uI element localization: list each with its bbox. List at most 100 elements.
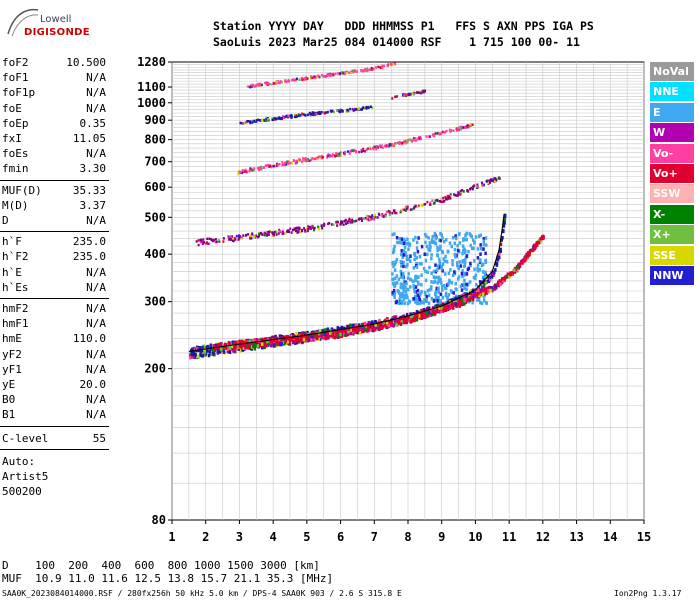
echo-mark bbox=[459, 193, 462, 196]
echo-mark bbox=[421, 308, 425, 313]
echo-mark bbox=[212, 238, 215, 242]
echo-mark bbox=[516, 265, 519, 269]
echo-mark bbox=[264, 164, 267, 167]
echo-mark bbox=[440, 306, 444, 310]
echo-mark bbox=[343, 71, 346, 75]
echo-mark bbox=[294, 78, 297, 82]
echo-mark bbox=[400, 319, 403, 324]
echo-spread-mark bbox=[445, 260, 449, 264]
echo-spread-mark bbox=[445, 295, 449, 300]
echo-mark bbox=[493, 177, 496, 180]
echo-mark bbox=[471, 123, 474, 126]
echo-mark bbox=[487, 181, 490, 184]
panel-divider bbox=[0, 231, 109, 233]
param-label: yF1 bbox=[2, 362, 22, 376]
echo-mark bbox=[365, 107, 368, 110]
echo-spread-mark bbox=[425, 244, 429, 249]
echo-mark bbox=[265, 234, 268, 237]
echo-spread-mark bbox=[402, 241, 406, 246]
echo-spread-mark bbox=[441, 269, 444, 273]
echo-mark bbox=[503, 217, 507, 221]
echo-spread-mark bbox=[471, 238, 475, 242]
echo-mark bbox=[251, 121, 254, 124]
echo-mark bbox=[320, 154, 323, 158]
echo-mark bbox=[208, 349, 212, 354]
echo-mark bbox=[328, 155, 331, 158]
param-value: N/A bbox=[86, 280, 106, 294]
echo-mark bbox=[378, 318, 381, 323]
echo-spread-mark bbox=[438, 261, 442, 266]
echo-mark bbox=[418, 314, 421, 318]
echo-spread-mark bbox=[426, 252, 429, 257]
param-row-fof1: foF1 N/A bbox=[2, 71, 108, 84]
param-row-hf: h`F 235.0 bbox=[2, 235, 108, 248]
echo-spread-mark bbox=[418, 297, 421, 302]
echo-spread-mark bbox=[472, 275, 476, 280]
param-value: N/A bbox=[86, 302, 106, 315]
echo-mark bbox=[417, 204, 420, 208]
echo-mark bbox=[447, 196, 450, 200]
echo-mark bbox=[315, 112, 318, 116]
echo-mark bbox=[347, 327, 350, 331]
echo-mark bbox=[360, 219, 363, 223]
x-tick-label: 2 bbox=[202, 530, 209, 544]
echo-mark bbox=[230, 238, 233, 241]
echo-mark bbox=[408, 315, 411, 320]
echo-mark bbox=[325, 74, 328, 78]
echo-mark bbox=[480, 181, 483, 185]
echo-spread-mark bbox=[412, 283, 415, 288]
echo-mark bbox=[308, 338, 311, 342]
echo-spread-mark bbox=[484, 259, 487, 263]
echo-mark bbox=[290, 231, 293, 234]
echo-spread-mark bbox=[428, 241, 432, 245]
x-axis-ticks: 1 2 3 4 5 6 7 8 9 10 11 12 13 14 15 bbox=[168, 520, 651, 544]
echo-mark bbox=[355, 219, 358, 223]
echo-mark bbox=[391, 97, 394, 100]
y-tick-label: 900 bbox=[144, 113, 166, 127]
echo-mark bbox=[272, 164, 275, 168]
echo-spread-mark bbox=[444, 286, 448, 291]
echo-mark bbox=[412, 138, 415, 142]
echo-mark bbox=[244, 121, 247, 124]
echo-spread-mark bbox=[430, 285, 433, 289]
echo-mark bbox=[381, 214, 384, 217]
echo-mark bbox=[307, 225, 310, 228]
muf-row: MUF 10.9 11.0 11.6 12.5 13.8 15.7 21.1 3… bbox=[2, 572, 334, 585]
echo-spread-mark bbox=[440, 281, 443, 285]
echo-mark bbox=[242, 234, 245, 237]
echo-mark bbox=[280, 230, 283, 233]
echo-mark bbox=[349, 221, 352, 224]
echo-mark bbox=[498, 279, 502, 283]
echo-mark bbox=[421, 315, 424, 319]
echo-mark bbox=[327, 222, 330, 226]
echo-mark bbox=[220, 345, 224, 350]
echo-spread-mark bbox=[442, 257, 445, 261]
echo-mark bbox=[264, 119, 267, 123]
echo-mark bbox=[339, 329, 342, 334]
param-row-foe: foE N/A bbox=[2, 102, 108, 115]
echo-mark bbox=[257, 82, 260, 86]
echo-mark bbox=[415, 318, 419, 322]
echo-spread-mark bbox=[408, 300, 412, 304]
echo-mark bbox=[222, 350, 226, 354]
echo-spread-mark bbox=[395, 235, 399, 240]
echo-mark bbox=[289, 227, 292, 230]
echo-mark bbox=[194, 353, 197, 358]
echo-mark bbox=[336, 335, 340, 340]
echo-mark bbox=[300, 76, 303, 80]
echo-mark bbox=[342, 223, 345, 226]
echo-mark bbox=[494, 179, 497, 183]
echo-spread-mark bbox=[416, 249, 420, 254]
echo-mark bbox=[422, 90, 425, 94]
echo-mark bbox=[261, 118, 264, 122]
legend-item-w: W bbox=[650, 123, 694, 143]
echo-mark bbox=[336, 72, 339, 75]
echo-mark bbox=[228, 346, 232, 350]
echo-mark bbox=[487, 275, 490, 279]
echo-mark bbox=[393, 144, 396, 148]
echo-mark bbox=[377, 327, 380, 331]
echo-mark bbox=[520, 261, 523, 265]
echo-spread-mark bbox=[393, 232, 396, 236]
echo-mark bbox=[395, 211, 398, 215]
echo-spread-mark bbox=[456, 248, 460, 253]
